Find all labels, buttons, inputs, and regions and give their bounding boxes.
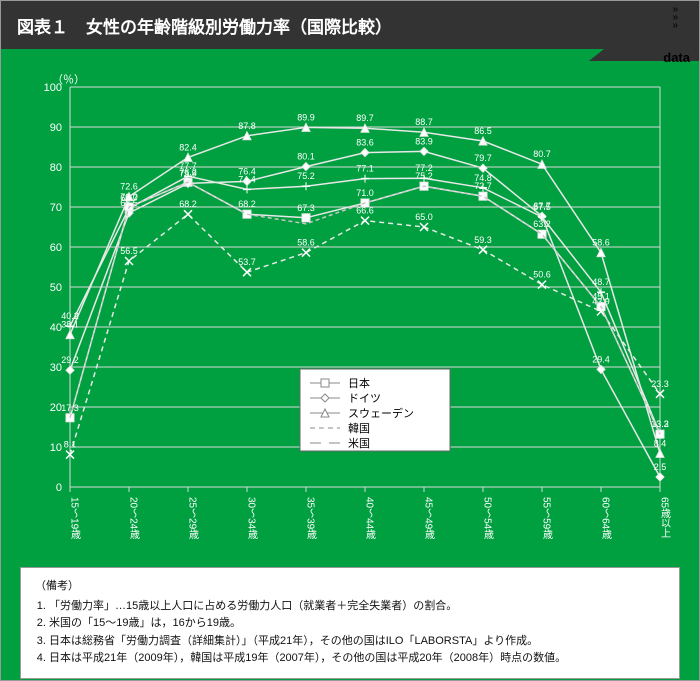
notes-list: 「労働力率」…15歳以上人口に占める労働力人口（就業者＋完全失業者）の割合。米国… — [49, 598, 665, 668]
notes-item: 米国の「15〜19歳」は，16から19歳。 — [49, 615, 665, 633]
notes-item: 「労働力率」…15歳以上人口に占める労働力人口（就業者＋完全失業者）の割合。 — [49, 598, 665, 616]
svg-text:77.2: 77.2 — [415, 163, 433, 173]
page-container: 図表１ 女性の年齢階級別労働力率（国際比較） »»» data 0 10 20 30 4… — [0, 0, 700, 681]
svg-text:83.9: 83.9 — [415, 136, 433, 146]
notes-box: （備考） 「労働力率」…15歳以上人口に占める労働力人口（就業者＋完全失業者）の… — [20, 567, 680, 679]
svg-text:ドイツ: ドイツ — [348, 393, 381, 405]
svg-text:20〜24歳: 20〜24歳 — [128, 497, 140, 539]
chart-svg: 0102030405060708090100（％）15〜19歳20〜24歳25〜… — [20, 69, 680, 559]
svg-text:80: 80 — [50, 162, 62, 174]
svg-text:30〜34歳: 30〜34歳 — [246, 497, 258, 539]
svg-text:韓国: 韓国 — [348, 422, 370, 435]
svg-text:72.6: 72.6 — [120, 182, 138, 192]
svg-text:90: 90 — [50, 122, 62, 134]
svg-text:59.3: 59.3 — [474, 235, 492, 245]
svg-text:67.5: 67.5 — [533, 202, 551, 212]
notes-item: 日本は総務省「労働力調査（詳細集計）」（平成21年），その他の国はILO「LAB… — [49, 633, 665, 651]
svg-text:65歳以上: 65歳以上 — [659, 497, 671, 538]
svg-text:55〜59歳: 55〜59歳 — [541, 497, 553, 539]
svg-text:50〜54歳: 50〜54歳 — [482, 497, 494, 539]
svg-text:20: 20 — [50, 402, 62, 414]
svg-text:23.3: 23.3 — [651, 379, 669, 389]
svg-text:80.1: 80.1 — [297, 152, 315, 162]
svg-text:65.0: 65.0 — [415, 212, 433, 222]
svg-text:69.7: 69.7 — [120, 193, 138, 203]
svg-text:8.4: 8.4 — [654, 438, 667, 448]
svg-text:40.2: 40.2 — [61, 311, 79, 321]
notes-item: 日本は平成21年（2009年），韓国は平成19年（2007年），その他の国は平成… — [49, 650, 665, 668]
svg-text:50: 50 — [50, 282, 62, 294]
chart: 0102030405060708090100（％）15〜19歳20〜24歳25〜… — [20, 69, 680, 559]
svg-text:29.2: 29.2 — [61, 355, 79, 365]
svg-text:56.5: 56.5 — [120, 246, 138, 256]
data-tag: data — [663, 50, 690, 65]
svg-text:70: 70 — [50, 202, 62, 214]
svg-text:50.6: 50.6 — [533, 270, 551, 280]
svg-text:82.4: 82.4 — [179, 142, 197, 152]
svg-text:45〜49歳: 45〜49歳 — [423, 497, 435, 539]
svg-text:2.5: 2.5 — [654, 462, 667, 472]
notes-title: （備考） — [35, 578, 665, 596]
chevron-icon: »»» — [672, 6, 676, 30]
svg-text:86.5: 86.5 — [474, 126, 492, 136]
svg-text:60: 60 — [50, 242, 62, 254]
svg-text:0: 0 — [56, 482, 62, 494]
svg-text:40〜44歳: 40〜44歳 — [364, 497, 376, 539]
svg-text:25〜29歳: 25〜29歳 — [187, 497, 199, 539]
svg-text:74.4: 74.4 — [238, 174, 256, 184]
svg-text:66.6: 66.6 — [356, 206, 374, 216]
svg-text:60〜64歳: 60〜64歳 — [600, 497, 612, 539]
svg-text:79.7: 79.7 — [474, 153, 492, 163]
svg-text:74.8: 74.8 — [474, 173, 492, 183]
svg-text:35〜39歳: 35〜39歳 — [305, 497, 317, 539]
svg-text:67.3: 67.3 — [297, 203, 315, 213]
svg-text:75.2: 75.2 — [297, 171, 315, 181]
svg-text:30: 30 — [50, 362, 62, 374]
svg-text:89.7: 89.7 — [356, 113, 374, 123]
svg-text:83.6: 83.6 — [356, 138, 374, 148]
svg-text:68.2: 68.2 — [179, 199, 197, 209]
chart-title: 女性の年齢階級別労働力率（国際比較） — [86, 13, 392, 38]
svg-text:40: 40 — [50, 322, 62, 334]
svg-text:8.1: 8.1 — [64, 440, 77, 450]
svg-text:15〜19歳: 15〜19歳 — [69, 497, 81, 539]
svg-text:43.9: 43.9 — [592, 296, 610, 306]
svg-text:48.7: 48.7 — [592, 277, 610, 287]
svg-text:（％）: （％） — [52, 73, 85, 86]
chart-prefix: 図表１ — [17, 13, 68, 38]
svg-text:89.9: 89.9 — [297, 112, 315, 122]
svg-text:29.4: 29.4 — [592, 354, 610, 364]
svg-text:スウェーデン: スウェーデン — [348, 406, 414, 420]
svg-text:77.7: 77.7 — [179, 161, 197, 171]
svg-text:87.8: 87.8 — [238, 121, 256, 131]
svg-text:米国: 米国 — [348, 437, 370, 450]
svg-text:80.7: 80.7 — [533, 149, 551, 159]
chart-header: 図表１ 女性の年齢階級別労働力率（国際比較） — [1, 1, 699, 49]
svg-text:10: 10 — [50, 442, 62, 454]
svg-text:58.6: 58.6 — [297, 238, 315, 248]
svg-text:58.6: 58.6 — [592, 238, 610, 248]
svg-text:68.2: 68.2 — [238, 199, 256, 209]
svg-text:日本: 日本 — [348, 376, 370, 390]
svg-text:77.1: 77.1 — [356, 164, 374, 174]
svg-text:71.0: 71.0 — [356, 188, 374, 198]
svg-text:53.7: 53.7 — [238, 257, 256, 267]
svg-text:17.3: 17.3 — [61, 403, 79, 413]
svg-text:88.7: 88.7 — [415, 117, 433, 127]
